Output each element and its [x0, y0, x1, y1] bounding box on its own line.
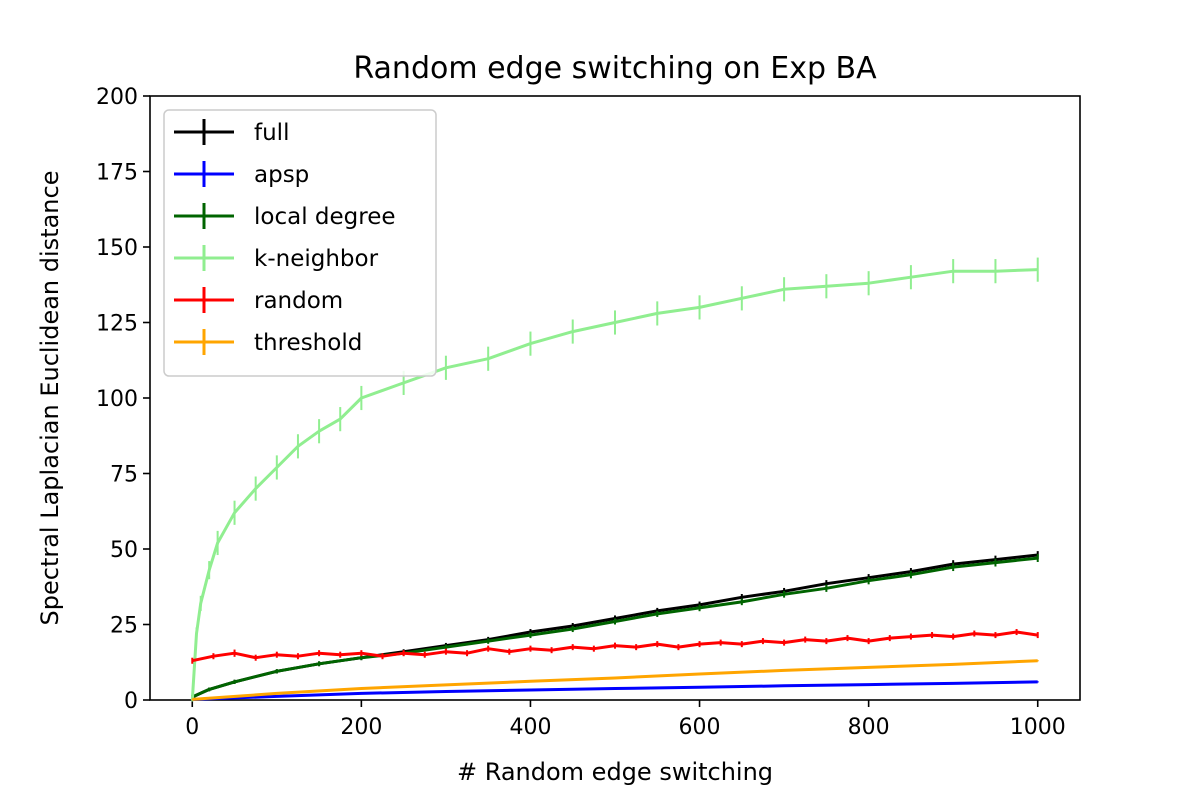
y-axis: 0 25 50 75 100 125 150 175 200	[96, 85, 150, 714]
series-layer	[190, 257, 1039, 702]
legend-label: full	[254, 120, 289, 146]
x-tick-label: 200	[340, 715, 382, 740]
series-line-local-degree	[191, 556, 1038, 699]
legend-frame	[163, 109, 437, 377]
legend-item: local degree	[174, 203, 396, 230]
legend-item: full	[174, 119, 289, 146]
x-axis: 0 200 400 600 800 1000	[185, 700, 1066, 740]
legend-label: random	[254, 288, 343, 314]
y-tick-label: 175	[96, 161, 138, 186]
x-tick-label: 600	[679, 715, 721, 740]
y-tick-label: 200	[96, 85, 138, 110]
legend-label: threshold	[254, 330, 362, 356]
series-line-k-neighbor	[190, 268, 1038, 701]
legend: full apsp local degree k-neighbor random thre…	[163, 109, 437, 377]
y-tick-label: 150	[96, 236, 138, 261]
y-tick-label: 100	[96, 387, 138, 412]
series-random	[191, 629, 1039, 664]
y-tick-label: 75	[110, 463, 138, 488]
x-tick-label: 800	[848, 715, 890, 740]
legend-item: random	[174, 287, 343, 314]
y-tick-label: 50	[110, 538, 138, 563]
legend-label: k-neighbor	[254, 246, 379, 272]
x-axis-label: # Random edge switching	[457, 758, 773, 786]
x-tick-label: 400	[509, 715, 551, 740]
x-tick-label: 0	[185, 715, 199, 740]
y-tick-label: 25	[110, 614, 138, 639]
x-tick-label: 1000	[1010, 715, 1066, 740]
y-tick-label: 125	[96, 312, 138, 337]
y-tick-label: 0	[124, 689, 138, 714]
series-k-neighbor	[190, 257, 1039, 702]
legend-item: apsp	[174, 161, 309, 188]
legend-label: apsp	[254, 162, 309, 188]
legend-label: local degree	[254, 204, 396, 230]
chart-title: Random edge switching on Exp BA	[353, 51, 877, 86]
series-threshold	[191, 659, 1039, 701]
y-axis-label: Spectral Laplacian Euclidean distance	[36, 171, 64, 626]
legend-item: threshold	[174, 329, 362, 356]
legend-item: k-neighbor	[174, 245, 379, 272]
series-local-degree	[191, 554, 1039, 699]
